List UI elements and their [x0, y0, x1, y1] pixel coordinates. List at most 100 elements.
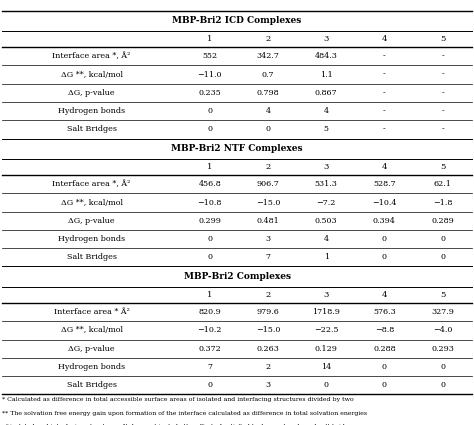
Text: 0.263: 0.263	[256, 345, 279, 353]
Text: 979.6: 979.6	[256, 308, 279, 316]
Text: −10.2: −10.2	[198, 326, 222, 334]
Text: −10.4: −10.4	[372, 198, 397, 207]
Text: 7: 7	[207, 363, 212, 371]
Text: 0: 0	[207, 125, 212, 133]
Text: 0: 0	[207, 253, 212, 261]
Text: ΔG, p-value: ΔG, p-value	[68, 217, 115, 225]
Text: 1.1: 1.1	[320, 71, 333, 79]
Text: 4: 4	[324, 235, 329, 243]
Text: 456.8: 456.8	[199, 180, 221, 188]
Text: Hydrogen bonds: Hydrogen bonds	[58, 235, 125, 243]
Text: 531.3: 531.3	[315, 180, 337, 188]
Text: ΔG **, kcal/mol: ΔG **, kcal/mol	[61, 326, 123, 334]
Text: 1: 1	[324, 253, 329, 261]
Text: Hydrogen bonds: Hydrogen bonds	[58, 107, 125, 115]
Text: 1: 1	[207, 291, 212, 299]
Text: 0.867: 0.867	[315, 89, 337, 97]
Text: 3: 3	[265, 381, 271, 389]
Text: MBP-Bri2 Complexes: MBP-Bri2 Complexes	[183, 272, 291, 281]
Text: 0: 0	[207, 107, 212, 115]
Text: 0: 0	[265, 125, 271, 133]
Text: * Calculated as difference in total accessible surface areas of isolated and int: * Calculated as difference in total acce…	[2, 397, 354, 402]
Text: 2: 2	[265, 291, 271, 299]
Text: 2: 2	[265, 163, 271, 171]
Text: 4: 4	[265, 107, 271, 115]
Text: −11.0: −11.0	[198, 71, 222, 79]
Text: -: -	[383, 89, 386, 97]
Text: 4: 4	[382, 163, 387, 171]
Text: 7: 7	[265, 253, 271, 261]
Text: 0.289: 0.289	[431, 217, 454, 225]
Text: 0.288: 0.288	[373, 345, 396, 353]
Text: -: -	[383, 71, 386, 79]
Text: 0.235: 0.235	[199, 89, 221, 97]
Text: −22.5: −22.5	[314, 326, 338, 334]
Text: 5: 5	[324, 125, 328, 133]
Text: 5: 5	[440, 163, 445, 171]
Text: −8.8: −8.8	[375, 326, 394, 334]
Text: MBP-Bri2 ICD Complexes: MBP-Bri2 ICD Complexes	[173, 16, 301, 26]
Text: −15.0: −15.0	[256, 198, 280, 207]
Text: 0.503: 0.503	[315, 217, 337, 225]
Text: 4: 4	[324, 107, 329, 115]
Text: 3: 3	[323, 291, 329, 299]
Text: 0: 0	[207, 235, 212, 243]
Text: -: -	[441, 71, 444, 79]
Text: 3: 3	[323, 35, 329, 43]
Text: 0: 0	[440, 235, 445, 243]
Text: 2: 2	[265, 363, 271, 371]
Text: Salt Bridges: Salt Bridges	[66, 381, 117, 389]
Text: 0: 0	[382, 253, 387, 261]
Text: 0.481: 0.481	[256, 217, 279, 225]
Text: Interface area *, Å²: Interface area *, Å²	[52, 52, 131, 60]
Text: MBP-Bri2 NTF Complexes: MBP-Bri2 NTF Complexes	[171, 144, 303, 153]
Text: ΔG **, kcal/mol: ΔG **, kcal/mol	[61, 198, 123, 207]
Text: 0.7: 0.7	[262, 71, 274, 79]
Text: 1718.9: 1718.9	[312, 308, 340, 316]
Text: 2: 2	[265, 35, 271, 43]
Text: Salt Bridges: Salt Bridges	[66, 253, 117, 261]
Text: 1: 1	[207, 35, 212, 43]
Text: -: -	[441, 107, 444, 115]
Text: 5: 5	[440, 35, 445, 43]
Text: 62.1: 62.1	[434, 180, 451, 188]
Text: of isolated and interfacing structures. It does not include the effect of satisf: of isolated and interfacing structures. …	[2, 424, 356, 425]
Text: 3: 3	[323, 163, 329, 171]
Text: 576.3: 576.3	[373, 308, 396, 316]
Text: Hydrogen bonds: Hydrogen bonds	[58, 363, 125, 371]
Text: −15.0: −15.0	[256, 326, 280, 334]
Text: 820.9: 820.9	[199, 308, 221, 316]
Text: Interface area * Å²: Interface area * Å²	[54, 308, 129, 316]
Text: 484.3: 484.3	[315, 52, 337, 60]
Text: 528.7: 528.7	[373, 180, 396, 188]
Text: −4.0: −4.0	[433, 326, 452, 334]
Text: -: -	[383, 52, 386, 60]
Text: ΔG, p-value: ΔG, p-value	[68, 89, 115, 97]
Text: 0: 0	[440, 381, 445, 389]
Text: Interface area *, Å²: Interface area *, Å²	[52, 180, 131, 188]
Text: -: -	[441, 89, 444, 97]
Text: 0: 0	[440, 363, 445, 371]
Text: −10.8: −10.8	[198, 198, 222, 207]
Text: 3: 3	[265, 235, 271, 243]
Text: 0.293: 0.293	[431, 345, 454, 353]
Text: 552: 552	[202, 52, 218, 60]
Text: 0: 0	[207, 381, 212, 389]
Text: 5: 5	[440, 291, 445, 299]
Text: 1: 1	[207, 163, 212, 171]
Text: 0.299: 0.299	[198, 217, 221, 225]
Text: 342.7: 342.7	[256, 52, 279, 60]
Text: 327.9: 327.9	[431, 308, 454, 316]
Text: −1.8: −1.8	[433, 198, 452, 207]
Text: 4: 4	[382, 35, 387, 43]
Text: −7.2: −7.2	[317, 198, 336, 207]
Text: -: -	[441, 52, 444, 60]
Text: 0: 0	[440, 253, 445, 261]
Text: 0: 0	[324, 381, 328, 389]
Text: -: -	[383, 107, 386, 115]
Text: Salt Bridges: Salt Bridges	[66, 125, 117, 133]
Text: 0.798: 0.798	[256, 89, 279, 97]
Text: -: -	[383, 125, 386, 133]
Text: 4: 4	[382, 291, 387, 299]
Text: 0: 0	[382, 363, 387, 371]
